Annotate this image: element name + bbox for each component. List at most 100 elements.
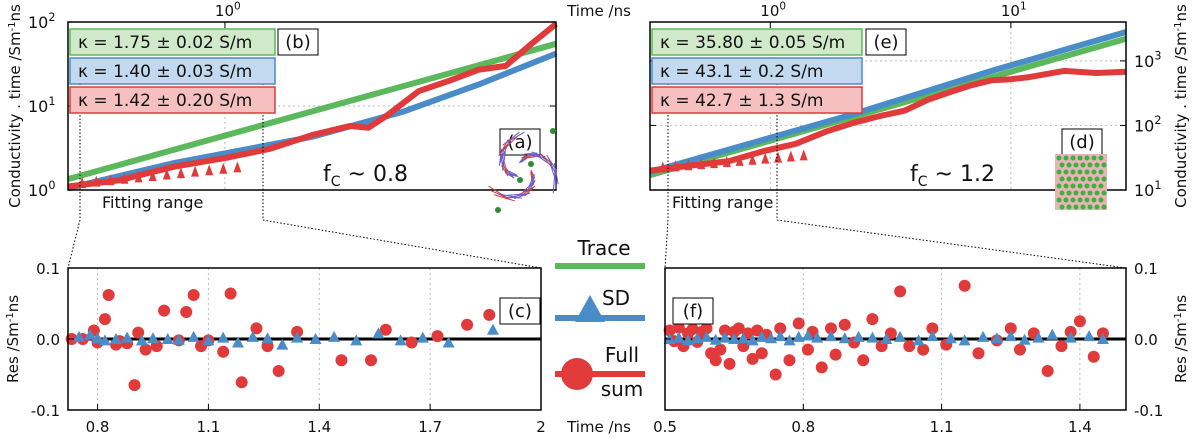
ytick-label-base: 10 xyxy=(28,13,48,32)
residual-point-sd xyxy=(1083,330,1095,341)
snapshot-ion xyxy=(1067,205,1072,210)
snapshot-ion xyxy=(1060,205,1065,210)
panel-label: (f) xyxy=(683,301,703,322)
series-jitter-mark xyxy=(219,163,227,174)
snapshot-ion xyxy=(1060,163,1065,168)
xtick-label-base: 10 xyxy=(215,2,234,20)
xtick-label: 101 xyxy=(1001,0,1027,20)
y-axis-label-tail: ns xyxy=(4,295,22,313)
series-jitter-mark xyxy=(205,164,213,175)
ytick-label-exp: 2 xyxy=(1154,114,1161,127)
snapshot-ion xyxy=(550,128,556,134)
legend-marker-full-sum xyxy=(561,358,593,390)
residual-point-full-sum xyxy=(710,354,722,366)
legend-label-sum: sum xyxy=(601,377,644,401)
snapshot-ion xyxy=(1088,205,1093,210)
snapshot-ion xyxy=(1064,170,1069,175)
x-axis-title-top: Time /ns xyxy=(566,2,631,20)
zoom-connector xyxy=(777,220,1126,268)
kappa-label: κ = 1.40 ± 0.03 S/m xyxy=(78,62,252,82)
x-axis-title-bottom: Time /ns xyxy=(566,418,631,436)
residual-point-full-sum xyxy=(802,344,814,356)
residual-point-full-sum xyxy=(903,340,915,352)
y-axis-label-main: Conductivity . time /Sm xyxy=(1172,31,1190,207)
ytick-label: 100 xyxy=(28,179,55,200)
xtick-label: 1.1 xyxy=(196,418,220,436)
snapshot-ion xyxy=(517,177,523,183)
y-axis-label-main: Res /Sm xyxy=(4,322,22,383)
xtick-label-exp: 0 xyxy=(234,0,241,12)
y-axis-label: Conductivity . time /Sm-1ns xyxy=(6,4,24,208)
xtick-label-base: 10 xyxy=(760,2,779,20)
xtick-label: 1.1 xyxy=(930,418,954,436)
series-jitter-mark xyxy=(233,161,241,172)
ytick-label: 101 xyxy=(1134,179,1161,200)
kappa-label: κ = 1.42 ± 0.20 S/m xyxy=(78,91,252,111)
zoom-connector xyxy=(68,220,80,268)
snapshot-ion xyxy=(1078,156,1083,161)
ytick-label-base: 10 xyxy=(1134,181,1154,200)
snapshot-ion xyxy=(1102,163,1107,168)
residual-point-full-sum xyxy=(894,285,906,297)
snapshot-ion xyxy=(1078,198,1083,203)
ytick-label: 101 xyxy=(28,95,55,116)
right-top-panel: κ = 35.80 ± 0.05 S/mκ = 43.1 ± 0.2 S/mκ … xyxy=(650,4,1190,220)
snapshot-ion xyxy=(1092,156,1097,161)
residual-point-sd xyxy=(853,331,865,342)
panel-label: (e) xyxy=(873,32,898,53)
ytick-label: 0.0 xyxy=(36,331,60,349)
snapshot-ion xyxy=(1081,177,1086,182)
snapshot-ion xyxy=(1092,198,1097,203)
residual-point-full-sum xyxy=(724,358,736,370)
xtick-label: 100 xyxy=(215,0,241,20)
xtick-label: 1.4 xyxy=(307,418,331,436)
residual-point-full-sum xyxy=(793,317,805,329)
snapshot-ion xyxy=(1060,177,1065,182)
fitting-range-label: Fitting range xyxy=(672,193,773,212)
snapshot-ion xyxy=(528,161,534,167)
residual-point-full-sum xyxy=(335,354,347,366)
xtick-label: 100 xyxy=(760,0,786,20)
fc-annotation: fC ~ 1.2 xyxy=(910,162,995,190)
ytick-label: 0.0 xyxy=(1134,331,1158,349)
residual-point-full-sum xyxy=(1014,344,1026,356)
residual-point-full-sum xyxy=(217,346,229,358)
y-axis-label-sup: -1 xyxy=(1173,21,1184,31)
residual-point-full-sum xyxy=(1042,365,1054,377)
legend-marker-sd xyxy=(575,295,605,322)
residual-point-sd xyxy=(188,331,200,342)
residual-point-full-sum xyxy=(461,319,473,331)
residual-point-full-sum xyxy=(756,347,768,359)
ytick-label: 102 xyxy=(1134,114,1161,135)
series-jitter-mark xyxy=(800,149,808,160)
residual-point-full-sum xyxy=(158,305,170,317)
residual-point-full-sum xyxy=(236,376,248,388)
snapshot-ion xyxy=(1102,191,1107,196)
residual-point-full-sum xyxy=(140,344,152,356)
snapshot-ion xyxy=(1064,156,1069,161)
y-axis-label: Conductivity . time /Sm-1ns xyxy=(1172,4,1190,208)
y-axis-label-sup: -1 xyxy=(5,312,16,322)
kappa-label: κ = 35.80 ± 0.05 S/m xyxy=(660,33,845,53)
fc-annotation: fC ~ 0.8 xyxy=(323,162,408,190)
snapshot-ion xyxy=(1078,170,1083,175)
series-jitter-mark xyxy=(774,152,782,163)
zoom-connector xyxy=(263,220,541,268)
snapshot-ion xyxy=(1078,184,1083,189)
panel-label: (d) xyxy=(1069,132,1094,153)
snapshot-ion xyxy=(1081,191,1086,196)
snapshot-ion xyxy=(1057,156,1062,161)
snapshot-ion xyxy=(1095,191,1100,196)
snapshot-ion xyxy=(1085,198,1090,203)
snapshot-ion xyxy=(1074,191,1079,196)
residual-point-sd xyxy=(487,324,499,335)
residual-point-sd xyxy=(1046,329,1058,340)
residual-point-full-sum xyxy=(857,354,869,366)
snapshot-ion xyxy=(1057,198,1062,203)
residual-point-full-sum xyxy=(816,361,828,373)
ytick-label: -0.1 xyxy=(31,402,60,420)
snapshot-ion xyxy=(1095,163,1100,168)
